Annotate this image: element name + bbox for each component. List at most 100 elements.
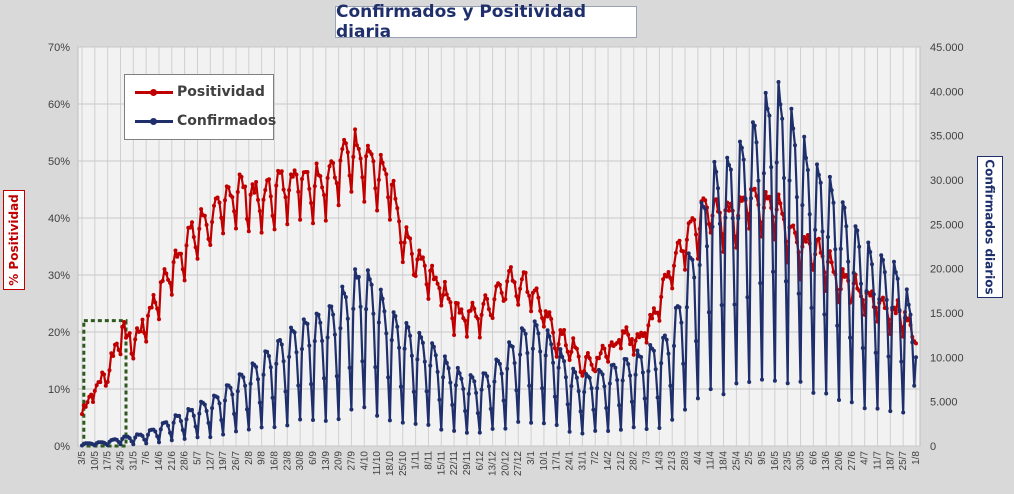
point-positividad	[433, 275, 438, 280]
point-confirmados	[541, 421, 546, 426]
point-positividad	[360, 175, 365, 180]
point-positividad	[140, 317, 145, 322]
point-confirmados	[554, 423, 559, 427]
point-confirmados	[311, 418, 315, 422]
x-tick-label: 28/6	[180, 451, 191, 471]
point-confirmados	[871, 292, 876, 297]
point-confirmados	[864, 289, 869, 294]
point-positividad	[415, 257, 420, 262]
point-positividad	[727, 208, 731, 213]
point-positividad	[305, 170, 310, 174]
point-confirmados	[580, 431, 585, 436]
point-positividad	[587, 356, 592, 361]
point-positividad	[270, 213, 275, 218]
point-confirmados	[563, 375, 568, 380]
point-positividad	[593, 369, 598, 374]
point-confirmados	[681, 361, 686, 366]
point-confirmados	[191, 413, 196, 418]
point-confirmados	[488, 406, 493, 411]
point-confirmados	[153, 429, 158, 434]
point-confirmados	[257, 400, 262, 405]
point-positividad	[464, 334, 469, 339]
point-positividad	[378, 152, 383, 157]
point-positividad	[694, 232, 698, 237]
y-right-tick-label: 10.000	[930, 352, 964, 364]
point-confirmados	[499, 371, 504, 376]
point-confirmados	[640, 370, 645, 375]
point-confirmados	[334, 374, 339, 379]
point-confirmados	[378, 287, 383, 292]
point-positividad	[681, 249, 686, 254]
point-confirmados	[785, 381, 790, 386]
point-confirmados	[644, 427, 649, 431]
point-positividad	[404, 225, 409, 230]
point-confirmados	[466, 391, 471, 396]
point-confirmados	[824, 391, 829, 396]
point-positividad	[562, 328, 567, 332]
x-tick-label: 31/5	[128, 451, 139, 471]
point-confirmados	[256, 377, 260, 382]
point-confirmados	[769, 165, 774, 170]
point-positividad	[395, 206, 400, 211]
point-confirmados	[234, 429, 238, 434]
point-confirmados	[342, 291, 347, 296]
point-positividad	[127, 331, 132, 336]
point-confirmados	[486, 384, 491, 389]
point-confirmados	[699, 200, 704, 205]
point-confirmados	[628, 373, 633, 378]
point-positividad	[259, 230, 264, 235]
point-confirmados	[679, 320, 684, 325]
x-tick-label: 7/6	[141, 451, 152, 465]
point-confirmados	[254, 365, 259, 369]
point-positividad	[486, 307, 491, 312]
point-confirmados	[278, 338, 282, 342]
point-confirmados	[470, 375, 475, 380]
point-confirmados	[837, 398, 841, 402]
point-confirmados	[662, 333, 667, 338]
point-confirmados	[272, 425, 277, 430]
point-confirmados	[497, 361, 502, 366]
point-positividad	[340, 147, 345, 151]
point-positividad	[157, 317, 161, 322]
point-positividad	[503, 297, 508, 302]
point-confirmados	[776, 80, 781, 84]
point-positividad	[767, 194, 772, 199]
point-positividad	[111, 354, 116, 358]
point-confirmados	[485, 374, 490, 379]
point-positividad	[571, 336, 576, 341]
point-positividad	[752, 186, 757, 191]
point-confirmados	[490, 426, 495, 431]
point-confirmados	[441, 375, 446, 380]
point-positividad	[664, 274, 669, 279]
point-confirmados	[859, 281, 863, 286]
point-positividad	[714, 197, 719, 202]
point-confirmados	[816, 172, 821, 177]
x-tick-label: 1/11	[411, 451, 422, 470]
x-tick-label: 30/5	[796, 451, 807, 471]
point-positividad	[576, 354, 581, 359]
point-confirmados	[760, 377, 764, 382]
point-confirmados	[576, 389, 581, 394]
point-confirmados	[279, 342, 284, 347]
point-confirmados	[750, 120, 755, 125]
point-confirmados	[552, 394, 557, 399]
point-confirmados	[624, 357, 629, 362]
point-confirmados	[831, 200, 836, 205]
point-confirmados	[415, 357, 420, 362]
point-confirmados	[514, 388, 519, 393]
point-confirmados	[615, 378, 620, 382]
point-positividad	[659, 294, 664, 299]
x-tick-label: 14/6	[154, 451, 165, 471]
point-confirmados	[771, 269, 775, 274]
point-confirmados	[223, 398, 227, 403]
point-confirmados	[118, 442, 123, 447]
point-confirmados	[428, 363, 433, 368]
point-confirmados	[719, 303, 724, 308]
point-positividad	[312, 184, 317, 189]
point-confirmados	[562, 359, 567, 364]
x-tick-label: 15/11	[436, 451, 447, 476]
point-confirmados	[767, 113, 772, 118]
point-positividad	[507, 269, 512, 273]
legend-swatch-confirmados	[135, 112, 173, 130]
x-tick-label: 9/8	[257, 451, 268, 465]
